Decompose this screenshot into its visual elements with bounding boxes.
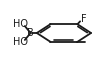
- Text: HO: HO: [13, 37, 28, 47]
- Text: B: B: [27, 28, 34, 38]
- Text: HO: HO: [13, 19, 28, 29]
- Text: F: F: [81, 14, 86, 24]
